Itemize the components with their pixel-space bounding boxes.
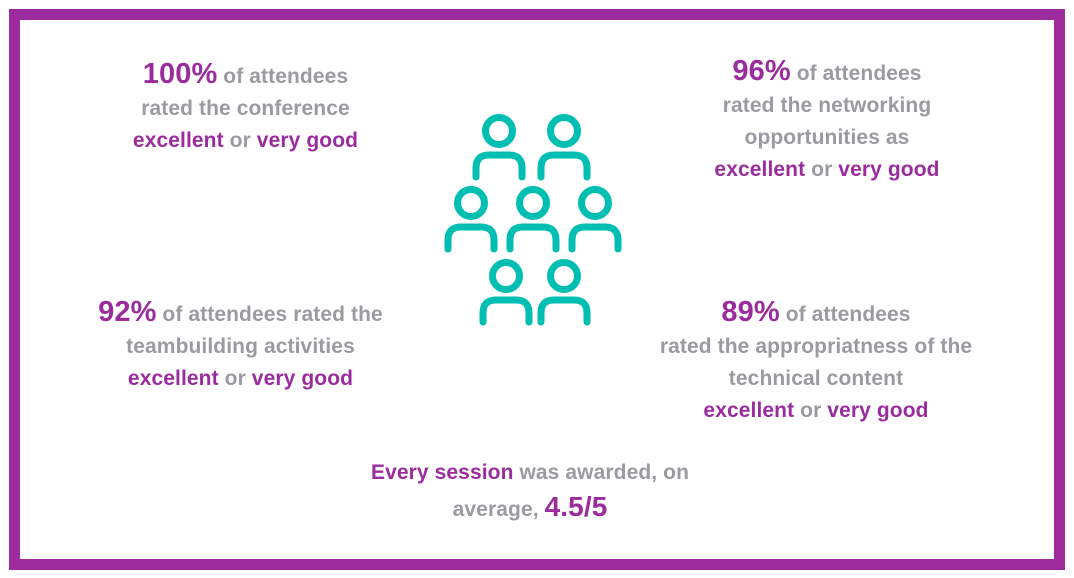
stat-line: excellent or very good: [58, 363, 423, 395]
stat-text: or: [800, 399, 822, 422]
stat-text: teambuilding activities: [126, 335, 355, 358]
stat-text: rated the appropriatness of the: [659, 335, 973, 358]
summary-text: average,: [452, 498, 539, 521]
stat-percent: 92%: [98, 296, 157, 328]
summary-lead: Every session: [370, 461, 514, 484]
stat-line: 89% of attendees: [631, 296, 1001, 331]
stat-highlight: excellent: [127, 367, 219, 390]
stat-percent: 100%: [142, 58, 218, 90]
stat-technical-content: 89% of attendees rated the appropriatnes…: [631, 296, 1001, 427]
stat-highlight: very good: [251, 367, 354, 390]
stat-line: excellent or very good: [642, 154, 1012, 186]
stat-percent: 96%: [732, 55, 791, 87]
stat-text: rated the conference: [141, 97, 350, 120]
stat-networking: 96% of attendees rated the networking op…: [642, 55, 1012, 186]
stat-highlight: very good: [827, 399, 929, 422]
stat-text: technical content: [728, 367, 904, 390]
stat-text: of attendees: [223, 65, 349, 88]
stat-text: or: [224, 367, 246, 390]
stat-highlight: excellent: [132, 129, 224, 152]
summary-text: was awarded, on: [519, 461, 690, 484]
stat-highlight: very good: [256, 129, 359, 152]
stat-text: opportunities as: [744, 126, 910, 149]
stat-line: excellent or very good: [631, 395, 1001, 427]
stat-line: 96% of attendees: [642, 55, 1012, 90]
stat-text: rated the networking: [722, 94, 932, 117]
stat-highlight: excellent: [703, 399, 795, 422]
summary-line: Every session was awarded, on: [320, 456, 740, 490]
stat-highlight: excellent: [714, 158, 806, 181]
stat-line: 100% of attendees: [63, 58, 428, 93]
stat-text: or: [811, 158, 833, 181]
stat-conference: 100% of attendees rated the conference e…: [63, 58, 428, 157]
stat-teambuilding: 92% of attendees rated the teambuilding …: [58, 296, 423, 395]
stat-text: of attendees: [796, 62, 922, 85]
stat-text: of attendees rated the: [162, 303, 383, 326]
session-rating-summary: Every session was awarded, on average, 4…: [320, 456, 740, 527]
stat-highlight: very good: [838, 158, 940, 181]
stat-percent: 89%: [721, 296, 780, 328]
stat-line: 92% of attendees rated the: [58, 296, 423, 331]
people-group-icon: [443, 111, 623, 329]
summary-score: 4.5/5: [544, 491, 608, 522]
stat-line: excellent or very good: [63, 125, 428, 157]
summary-line: average, 4.5/5: [320, 490, 740, 527]
stat-text: of attendees: [785, 303, 911, 326]
stat-text: or: [229, 129, 251, 152]
